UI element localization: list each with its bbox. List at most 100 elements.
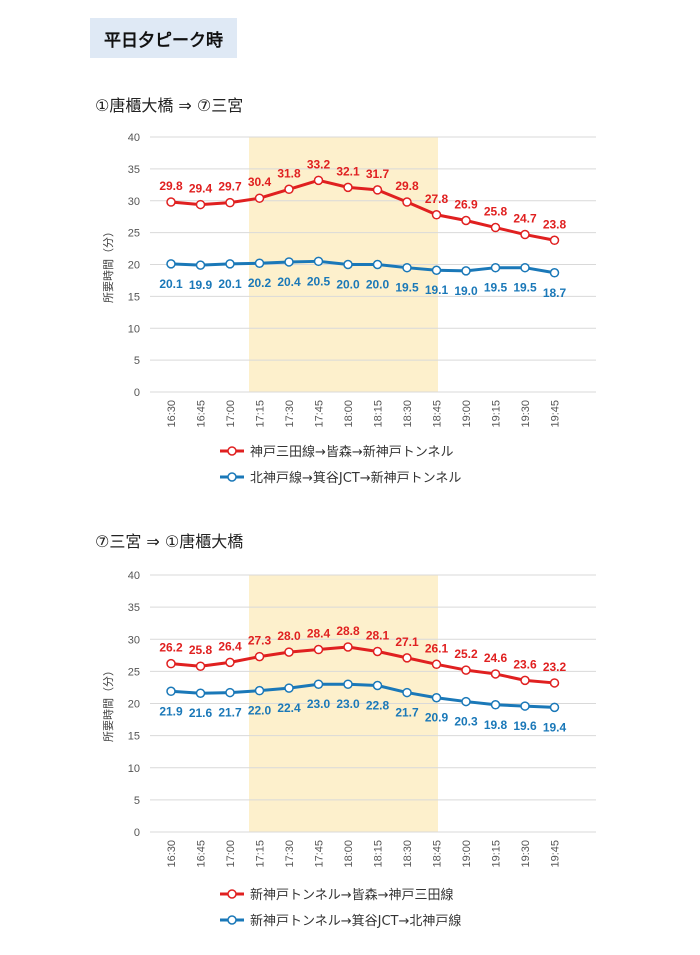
series-2-point xyxy=(195,260,206,270)
series-1-point xyxy=(166,658,176,669)
series-1-data-label: 23.2 xyxy=(543,660,567,674)
series-2-data-label: 20.0 xyxy=(336,278,360,292)
series-1-point xyxy=(402,197,412,207)
series-2-point xyxy=(549,268,560,278)
x-tick-label: 16:45 xyxy=(196,400,208,428)
series-1-data-label: 24.6 xyxy=(484,651,508,665)
series-1-point xyxy=(195,661,206,671)
series-2-point xyxy=(461,266,471,276)
series-1-point xyxy=(461,215,471,226)
series-2-point xyxy=(166,686,176,697)
series-1-line xyxy=(170,645,555,685)
series-1-point xyxy=(490,669,501,679)
series-1-data-label: 28.8 xyxy=(336,624,360,638)
series-2-point xyxy=(254,258,265,268)
series-1-point xyxy=(372,646,383,657)
series-1-point xyxy=(549,235,560,246)
x-tick-label: 17:30 xyxy=(284,400,296,428)
x-tick-label: 18:00 xyxy=(343,400,355,428)
series-1-point xyxy=(254,193,265,203)
series-1-point xyxy=(520,675,530,686)
series-2-point xyxy=(284,683,294,693)
y-tick-label: 25 xyxy=(128,666,140,678)
series-2-data-label: 19.8 xyxy=(484,718,508,732)
legend-1-label: 神戸三田線→皆森→新神戸トンネル xyxy=(250,444,454,460)
series-1-point xyxy=(225,197,235,208)
series-2-point xyxy=(225,687,235,698)
y-tick-label: 15 xyxy=(128,291,140,303)
legend-1-label: 新神戸トンネル→皆森→神戸三田線 xyxy=(250,887,454,903)
series-2-point xyxy=(166,259,176,269)
series-2-data-label: 22.0 xyxy=(248,704,272,718)
y-tick-label: 25 xyxy=(128,228,140,240)
series-1-point xyxy=(402,653,412,663)
series-2-point xyxy=(490,700,501,710)
y-tick-label: 40 xyxy=(128,570,140,582)
series-2-data-label: 21.7 xyxy=(218,706,242,720)
series-1-point xyxy=(343,642,353,652)
series-1-data-label: 26.4 xyxy=(218,639,242,653)
page-badge: 平日夕ピーク時 xyxy=(90,18,237,58)
series-2-data-label: 20.2 xyxy=(248,276,272,290)
x-tick-label: 18:30 xyxy=(402,840,414,868)
series-2-data-label: 19.4 xyxy=(543,720,567,734)
y-tick-label: 5 xyxy=(134,355,140,367)
x-tick-label: 18:45 xyxy=(432,400,444,428)
x-tick-label: 17:45 xyxy=(314,400,326,428)
series-2-data-label: 19.6 xyxy=(513,719,537,733)
y-tick-label: 0 xyxy=(134,387,140,399)
series-1-point xyxy=(284,647,294,657)
series-1-data-label: 26.2 xyxy=(159,641,183,655)
series-2-line xyxy=(170,259,555,275)
series-1-data-label: 28.1 xyxy=(366,628,390,642)
series-2-point xyxy=(225,259,235,269)
series-1-point xyxy=(431,659,442,670)
x-tick-label: 18:00 xyxy=(343,840,355,868)
series-1-data-label: 31.8 xyxy=(277,166,301,180)
series-1-data-label: 29.4 xyxy=(189,182,213,196)
x-tick-label: 16:30 xyxy=(166,840,178,868)
series-2-data-label: 19.1 xyxy=(425,283,449,297)
series-2-data-label: 20.1 xyxy=(159,277,183,291)
series-1-data-label: 29.7 xyxy=(218,180,242,194)
x-tick-label: 18:30 xyxy=(402,400,414,428)
series-2-data-label: 20.5 xyxy=(307,274,331,288)
series-2-point xyxy=(520,262,530,273)
x-tick-label: 19:15 xyxy=(491,840,503,868)
series-2-point xyxy=(313,256,324,267)
legend-1-marker xyxy=(227,446,237,456)
series-1-data-label: 27.8 xyxy=(425,192,449,206)
series-2-point xyxy=(372,680,383,691)
legend-2-label: 北神戸線→箕谷JCT→新神戸トンネル xyxy=(250,470,461,486)
series-2-data-label: 22.8 xyxy=(366,699,390,713)
series-2-data-label: 21.9 xyxy=(159,704,183,718)
y-tick-label: 35 xyxy=(128,164,140,176)
series-1-data-label: 30.4 xyxy=(248,175,272,189)
series-2-point xyxy=(402,262,412,273)
series-1-data-label: 33.2 xyxy=(307,157,331,171)
series-1-point xyxy=(520,229,530,240)
series-2-line xyxy=(170,682,555,709)
y-tick-label: 40 xyxy=(128,132,140,144)
x-tick-label: 19:45 xyxy=(550,400,562,428)
x-tick-label: 19:45 xyxy=(550,840,562,868)
x-tick-label: 17:00 xyxy=(225,400,237,428)
series-2-data-label: 20.4 xyxy=(277,275,301,289)
series-1-data-label: 29.8 xyxy=(159,179,183,193)
series-1-data-label: 26.1 xyxy=(425,641,449,655)
series-1-data-label: 31.7 xyxy=(366,167,390,181)
series-1-data-label: 25.8 xyxy=(189,643,213,657)
series-2-data-label: 22.4 xyxy=(277,701,301,715)
x-tick-label: 16:45 xyxy=(196,840,208,868)
y-tick-label: 20 xyxy=(128,699,140,711)
series-2-point xyxy=(254,685,265,696)
chart-1-title: ①唐櫃大橋 ⇒ ⑦三宮 xyxy=(95,96,244,115)
legend-2-marker xyxy=(227,915,237,925)
y-tick-label: 35 xyxy=(128,602,140,614)
series-1-point xyxy=(461,665,471,675)
chart-1: 0 5 10 15 20 25 30 35 40 所要時間（分） 16:30 16:45 17:00 17… xyxy=(102,132,596,486)
series-1-point xyxy=(195,199,206,210)
x-tick-label: 17:30 xyxy=(284,840,296,868)
x-tick-label: 16:30 xyxy=(166,400,178,428)
series-1-data-label: 25.8 xyxy=(484,205,508,219)
